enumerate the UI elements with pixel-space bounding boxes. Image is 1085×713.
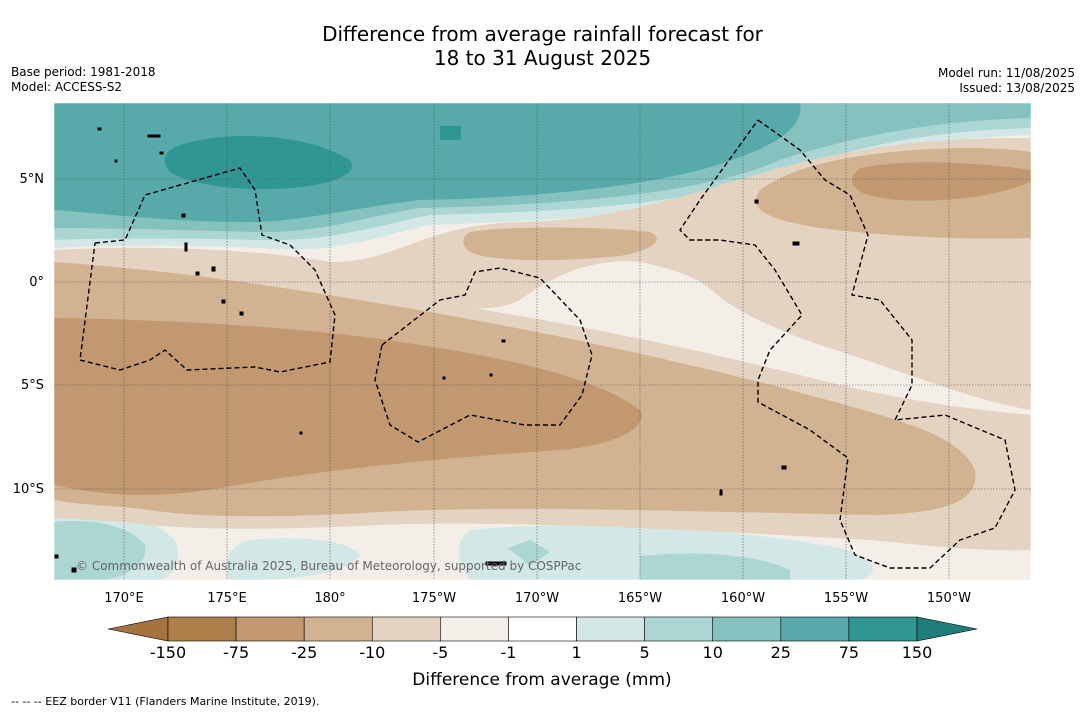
islands xyxy=(54,127,800,573)
lon-label-180: 180° xyxy=(314,591,345,606)
island xyxy=(501,339,506,343)
lon-label-175w: 175°W xyxy=(412,591,456,606)
colorbar-tick-label: -10 xyxy=(359,643,385,662)
map-frame xyxy=(53,102,1032,581)
title-line-1: Difference from average rainfall forecas… xyxy=(322,22,763,46)
colorbar-tick-label: 10 xyxy=(703,643,723,662)
base-period: Base period: 1981-2018 xyxy=(11,65,156,79)
island xyxy=(54,554,59,559)
south-wet-inner xyxy=(54,520,146,580)
title-line-2: 18 to 31 August 2025 xyxy=(433,46,652,70)
colorbar-tick-label: -25 xyxy=(291,643,317,662)
colorbar-arrow-high xyxy=(916,616,978,642)
lat-label-0: 0° xyxy=(29,275,44,290)
colorbar-swatch xyxy=(371,616,441,642)
island xyxy=(184,242,188,252)
copyright-text: © Commonwealth of Australia 2025, Bureau… xyxy=(76,559,581,573)
model-run: Model run: 11/08/2025 xyxy=(937,66,1075,80)
colorbar-tick-label: 150 xyxy=(902,643,933,662)
meta-left: Base period: 1981-2018 Model: ACCESS-S2 xyxy=(11,65,156,95)
colorbar-tick-label: -5 xyxy=(432,643,448,662)
dry-band-25 xyxy=(54,318,642,496)
graticule xyxy=(54,103,1031,580)
eez-phoenix xyxy=(374,267,593,443)
lon-label-150w: 150°W xyxy=(927,591,971,606)
colorbar-swatch xyxy=(712,616,782,642)
lon-label-165w: 165°W xyxy=(618,591,662,606)
colorbar-swatch xyxy=(508,616,577,642)
south-wet-2 xyxy=(226,538,360,580)
island xyxy=(71,567,77,573)
chart-title: Difference from average rainfall forecas… xyxy=(0,22,1085,70)
island xyxy=(299,431,303,435)
colorbar-title: Difference from average (mm) xyxy=(412,670,671,690)
island xyxy=(97,127,102,131)
colorbar-swatch xyxy=(576,616,645,642)
island xyxy=(114,159,118,163)
island xyxy=(754,199,759,204)
colorbar-tick-label: 5 xyxy=(640,643,650,662)
wet-band-75 xyxy=(54,103,801,222)
lat-label-5n: 5°N xyxy=(20,172,45,187)
colorbar-swatch xyxy=(644,616,714,642)
colorbar: -150 -75 -25 -10 -5 -1 1 5 10 25 75 150 xyxy=(107,616,978,662)
lon-label-155w: 155°W xyxy=(824,591,868,606)
eez-footnote: -- -- -- EEZ border V11 (Flanders Marine… xyxy=(11,695,320,708)
colorbar-swatch xyxy=(440,616,509,642)
colorbar-swatch xyxy=(303,616,373,642)
colorbar-tick-label: 1 xyxy=(571,643,581,662)
eez-kiribati-gilbert xyxy=(79,167,336,373)
island xyxy=(719,489,723,496)
colorbar-tick-label: -1 xyxy=(500,643,516,662)
island xyxy=(792,241,800,246)
colorbar-tick-label: -150 xyxy=(150,643,186,662)
colorbar-tick-label: 25 xyxy=(771,643,791,662)
south-wet-3-inner xyxy=(640,553,790,580)
meta-right: Model run: 11/08/2025 Issued: 13/08/2025 xyxy=(938,66,1075,96)
island xyxy=(442,376,446,380)
lon-label-170w: 170°W xyxy=(515,591,559,606)
island xyxy=(221,299,226,304)
island xyxy=(159,151,164,155)
lat-label-5s: 5°S xyxy=(21,378,44,393)
island xyxy=(195,271,200,276)
lon-label-170e: 170°E xyxy=(104,591,144,606)
island xyxy=(211,266,216,272)
dry-mid-25 xyxy=(463,227,657,261)
colorbar-arrow-low xyxy=(107,616,169,642)
island xyxy=(781,465,787,470)
eez-borders xyxy=(79,119,1016,569)
dry-north-25 xyxy=(852,162,1031,201)
wet-spot xyxy=(440,126,461,140)
lon-label-175e: 175°E xyxy=(207,591,247,606)
lat-label-10s: 10°S xyxy=(13,482,44,497)
issued-date: Issued: 13/08/2025 xyxy=(959,81,1075,95)
island xyxy=(181,213,186,218)
island xyxy=(147,134,161,138)
colorbar-tick-label: 75 xyxy=(839,643,859,662)
eez-line-islands xyxy=(679,119,1016,569)
colorbar-swatch xyxy=(167,616,237,642)
island xyxy=(239,311,244,316)
colorbar-swatch xyxy=(235,616,305,642)
colorbar-swatch xyxy=(848,616,918,642)
colorbar-swatch xyxy=(780,616,850,642)
south-wet-4 xyxy=(508,540,550,566)
island xyxy=(489,373,493,377)
lon-label-160w: 160°W xyxy=(721,591,765,606)
colorbar-tick-label: -75 xyxy=(223,643,249,662)
model-name: Model: ACCESS-S2 xyxy=(11,80,123,94)
rainfall-field xyxy=(54,103,1031,580)
island xyxy=(485,561,507,566)
